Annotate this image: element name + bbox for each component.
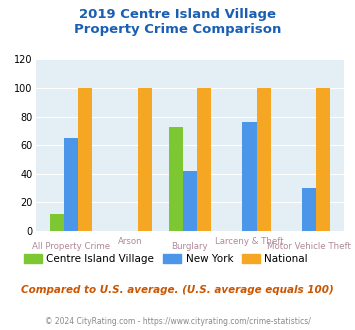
Text: © 2024 CityRating.com - https://www.cityrating.com/crime-statistics/: © 2024 CityRating.com - https://www.city… — [45, 317, 310, 326]
Text: Burglary: Burglary — [171, 242, 208, 251]
Bar — [302, 188, 316, 231]
Bar — [50, 214, 64, 231]
Text: Compared to U.S. average. (U.S. average equals 100): Compared to U.S. average. (U.S. average … — [21, 285, 334, 295]
Bar — [242, 122, 257, 231]
Text: All Property Crime: All Property Crime — [32, 242, 110, 251]
Text: Arson: Arson — [118, 237, 143, 246]
Bar — [78, 88, 92, 231]
Text: 2019 Centre Island Village: 2019 Centre Island Village — [79, 8, 276, 21]
Bar — [138, 88, 152, 231]
Text: Property Crime Comparison: Property Crime Comparison — [74, 23, 281, 36]
Bar — [64, 138, 78, 231]
Bar — [169, 127, 183, 231]
Bar — [257, 88, 271, 231]
Bar — [183, 171, 197, 231]
Bar — [197, 88, 211, 231]
Text: Larceny & Theft: Larceny & Theft — [215, 237, 284, 246]
Text: Motor Vehicle Theft: Motor Vehicle Theft — [267, 242, 351, 251]
Bar — [316, 88, 330, 231]
Legend: Centre Island Village, New York, National: Centre Island Village, New York, Nationa… — [20, 249, 312, 268]
